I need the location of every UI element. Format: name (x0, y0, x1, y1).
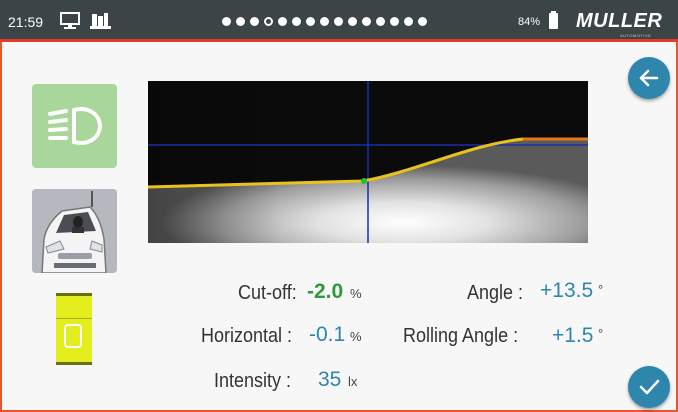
page-dot (390, 17, 399, 26)
page-dot (418, 17, 427, 26)
horizontal-unit: % (350, 329, 362, 344)
battery-icon (549, 11, 558, 29)
status-bar: 21:59 84% MULLER AUTOMOTIVE (0, 0, 678, 42)
arrow-left-icon (639, 69, 659, 87)
page-dot (306, 17, 315, 26)
page-dot (292, 17, 301, 26)
page-dot (278, 17, 287, 26)
angle-label: Angle : (467, 282, 524, 304)
rolling-angle-value: +1.5 (552, 324, 594, 347)
page-dot (334, 17, 343, 26)
vehicle-button[interactable] (32, 189, 117, 273)
cutoff-value: -2.0 (307, 280, 344, 303)
page-dot (362, 17, 371, 26)
page-indicator (222, 17, 427, 26)
page-dot (348, 17, 357, 26)
page-dot (222, 17, 231, 26)
back-button[interactable] (628, 57, 670, 99)
brand-sub: AUTOMOTIVE (620, 33, 652, 38)
status-time: 21:59 (8, 14, 44, 30)
horizontal-label: Horizontal : (201, 325, 293, 347)
intensity-label: Intensity : (214, 370, 292, 392)
angle-value: +13.5 (540, 279, 594, 302)
intensity-unit: lx (348, 374, 358, 389)
cutoff-unit: % (350, 286, 362, 301)
battery-percent: 84% (518, 16, 541, 28)
car-front-icon (32, 189, 117, 273)
page-dot (404, 17, 413, 26)
page-dot (264, 17, 273, 26)
checkmark-icon (639, 379, 660, 395)
page-dot (236, 17, 245, 26)
spirit-level-icon (56, 293, 92, 365)
headlamp-mode-button[interactable] (32, 84, 117, 168)
intensity-value: 35 (318, 368, 342, 391)
horizontal-value: -0.1 (309, 323, 346, 346)
books-icon (90, 12, 112, 30)
computer-icon (60, 12, 82, 30)
confirm-button[interactable] (628, 366, 670, 408)
headlamp-icon (48, 107, 102, 145)
cutoff-label: Cut-off: (238, 282, 297, 304)
rolling-angle-label: Rolling Angle : (403, 325, 519, 347)
page-dot (376, 17, 385, 26)
page-dot (250, 17, 259, 26)
brand-logo: MULLER (576, 10, 663, 32)
page-dot (320, 17, 329, 26)
camera-view (148, 81, 588, 243)
rolling-angle-unit: ° (598, 326, 604, 341)
angle-unit: ° (598, 282, 604, 297)
